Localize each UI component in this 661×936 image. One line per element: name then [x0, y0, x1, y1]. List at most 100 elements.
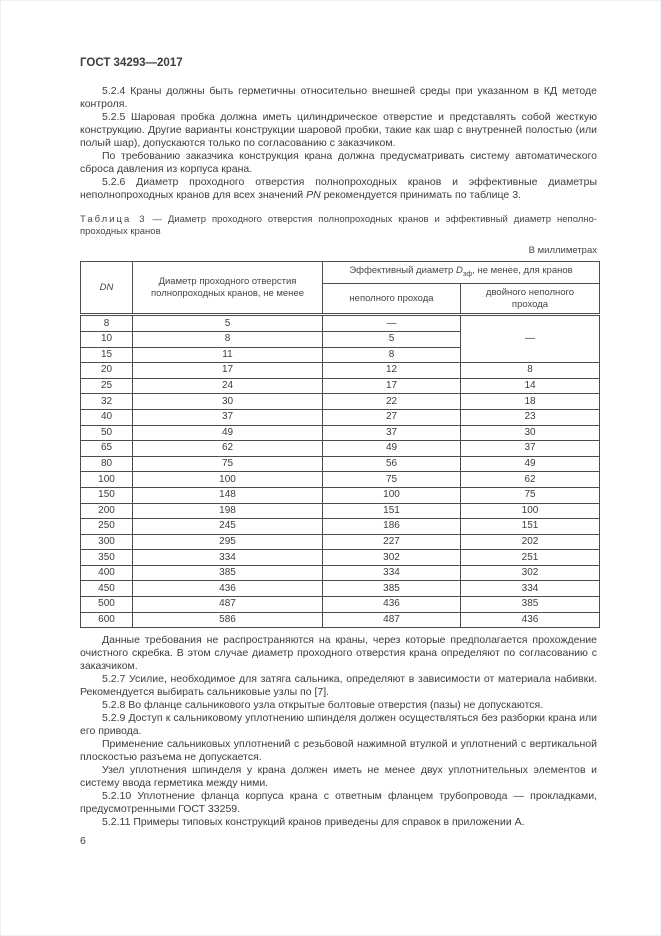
header-cell-double-pass: двойного неполного прохода: [459, 283, 601, 317]
paragraph-spindle-seal: Узел уплотнения шпинделя у крана должен …: [80, 764, 597, 790]
cell-single-pass: 436: [322, 596, 461, 613]
cell-single-pass: 17: [322, 377, 461, 395]
table-row: 600 586 487 436: [80, 611, 601, 629]
cell-dn: 50: [80, 424, 133, 442]
table-row: 200 198 151 100: [80, 502, 601, 520]
eff-suffix: , не менее, для кранов: [472, 265, 573, 276]
paragraph-5-2-6: 5.2.6 Диаметр проходного отверстия полно…: [80, 176, 597, 202]
header-cell-dn: DN: [80, 260, 133, 317]
table-row: 25 24 17 14: [80, 377, 601, 395]
cell-double-pass: 49: [459, 455, 601, 473]
cell-dn: 250: [80, 518, 133, 535]
table-caption-label: Таблица 3: [80, 214, 147, 225]
cell-double-pass: 37: [459, 440, 601, 457]
cell-double-pass: 302: [459, 564, 601, 582]
cell-full-bore: 385: [132, 564, 323, 582]
cell-full-bore: 5: [132, 314, 323, 332]
table-row: 150 148 100 75: [80, 486, 601, 504]
cell-double-pass: 334: [459, 580, 601, 598]
page-number: 6: [80, 835, 86, 848]
table-row: 20 17 12 8: [80, 362, 601, 379]
cell-single-pass: 5: [322, 330, 461, 348]
cell-full-bore: 24: [132, 377, 323, 395]
eff-prefix: Эффективный диаметр: [349, 265, 456, 276]
cell-single-pass: 37: [322, 424, 461, 442]
table-row: 65 62 49 37: [80, 440, 601, 457]
cell-full-bore: 30: [132, 393, 323, 410]
cell-dn: 65: [80, 440, 133, 457]
cell-dn: 500: [80, 596, 133, 613]
units-note: В миллиметрах: [528, 245, 597, 256]
cell-single-pass: 75: [322, 471, 461, 488]
cell-double-pass: 30: [459, 424, 601, 442]
cell-dn: 10: [80, 330, 133, 348]
cell-dn: 600: [80, 611, 133, 629]
cell-dn: 20: [80, 362, 133, 379]
cell-dn: 32: [80, 393, 133, 410]
cell-single-pass: 186: [322, 518, 461, 535]
table-head: DN Диаметр проходного отверстия полнопро…: [80, 260, 601, 317]
table-row: 500 487 436 385: [80, 596, 601, 613]
cell-single-pass: 334: [322, 564, 461, 582]
cell-full-bore: 11: [132, 346, 323, 364]
paragraph-5-2-4: 5.2.4 Краны должны быть герметичны относ…: [80, 85, 597, 110]
cell-single-pass: 8: [322, 346, 461, 364]
table-caption-text: Диаметр проходного отверстия полнопроход…: [80, 214, 598, 237]
table-row: 80 75 56 49: [80, 455, 601, 473]
cell-single-pass: 385: [322, 580, 461, 598]
cell-double-pass: 251: [459, 549, 601, 566]
paragraph-5-2-6-text: 5.2.6 Диаметр проходного отверстия полно…: [80, 176, 597, 201]
cell-full-bore: 8: [132, 330, 323, 348]
cell-full-bore: 436: [132, 580, 323, 598]
eff-d-symbol: D: [455, 265, 463, 276]
cell-full-bore: 245: [132, 518, 323, 535]
cell-single-pass: 22: [322, 393, 461, 410]
diameter-table: DN Диаметр проходного отверстия полнопро…: [80, 260, 601, 629]
cell-full-bore: 17: [132, 362, 323, 379]
cell-single-pass: 151: [322, 502, 461, 520]
cell-dn: 300: [80, 533, 133, 551]
cell-full-bore: 100: [132, 471, 323, 488]
paragraph-5-2-7: 5.2.7 Усилие, необходимое для затяга сал…: [80, 673, 597, 699]
cell-double-pass: 151: [459, 518, 601, 535]
header-cell-full-bore: Диаметр проходного отверстия полнопроход…: [132, 260, 323, 317]
cell-double-pass: 202: [459, 533, 601, 551]
table-row: 450 436 385 334: [80, 580, 601, 598]
dn-label: DN: [99, 281, 114, 293]
paragraph-5-2-9: 5.2.9 Доступ к сальниковому уплотнению ш…: [80, 712, 597, 738]
cell-double-pass: 436: [459, 611, 601, 629]
table-row: 40 37 27 23: [80, 408, 601, 426]
cell-dn: 100: [80, 471, 133, 488]
table-row: 8 5— —: [80, 314, 601, 364]
cell-full-bore: 295: [132, 533, 323, 551]
table-row: 250 245 186 151: [80, 518, 601, 535]
cell-full-bore: 37: [132, 408, 323, 426]
table-row: 100 100 75 62: [80, 471, 601, 488]
cell-double-pass: 100: [459, 502, 601, 520]
paragraph-pressure-relief: По требованию заказчика конструкция кран…: [80, 150, 597, 175]
cell-single-pass: 56: [322, 455, 461, 473]
cell-single-pass: —: [322, 314, 461, 332]
paragraph-5-2-11: 5.2.11 Примеры типовых конструкций крано…: [102, 816, 525, 829]
cell-dn: 200: [80, 502, 133, 520]
paragraph-5-2-6-tail: рекомендуется принимать по таблице 3.: [320, 189, 521, 201]
paragraph-gland-seals: Применение сальниковых уплотнений с резь…: [80, 738, 597, 764]
cell-dn: 15: [80, 346, 133, 364]
cell-double-pass: 75: [459, 486, 601, 504]
paragraph-5-2-8: 5.2.8 Во фланце сальникового узла открыт…: [102, 699, 544, 712]
cell-full-bore: 148: [132, 486, 323, 504]
table-header-row-2: неполного прохода двойного неполного про…: [81, 283, 601, 317]
table-body: 8 5— —10 8 5 15 11 8 20 17 12 8 25 24 17 14 32 30 22 18 40 37…: [80, 314, 601, 629]
cell-dn: 8: [80, 314, 133, 332]
cell-dn: 25: [80, 377, 133, 395]
cell-double-pass-merged: —: [459, 314, 601, 364]
cell-dn: 350: [80, 549, 133, 566]
cell-double-pass: 62: [459, 471, 601, 488]
cell-single-pass: 12: [322, 362, 461, 379]
cell-single-pass: 302: [322, 549, 461, 566]
cell-full-bore: 198: [132, 502, 323, 520]
cell-single-pass: 100: [322, 486, 461, 504]
cell-full-bore: 487: [132, 596, 323, 613]
document-header-title: ГОСТ 34293—2017: [80, 57, 183, 69]
